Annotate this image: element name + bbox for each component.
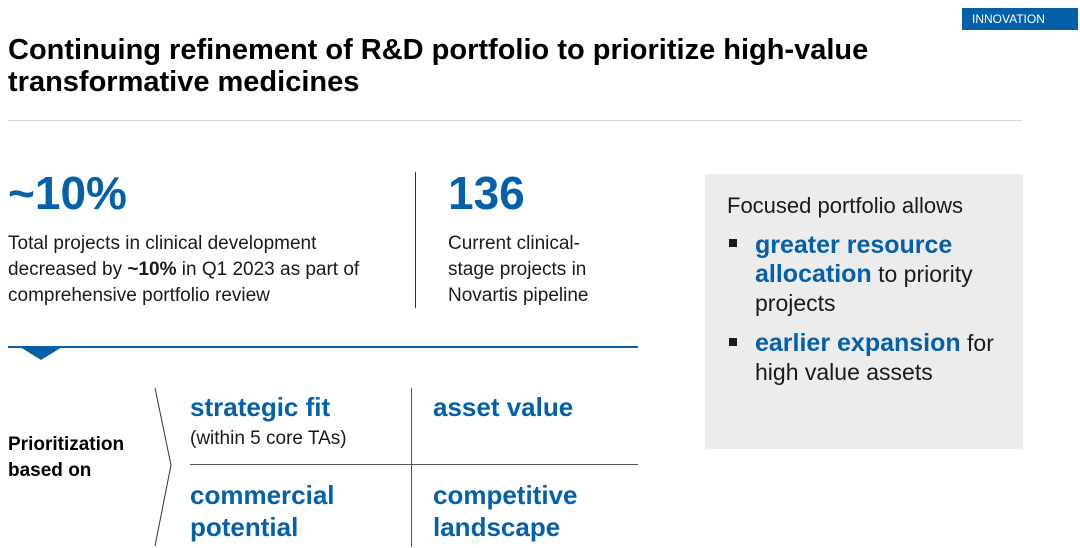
kpi-percent-value: ~10% bbox=[8, 167, 127, 219]
grid-horizontal-line bbox=[190, 464, 638, 465]
section-divider-line bbox=[8, 346, 638, 348]
section-tag: INNOVATION bbox=[962, 8, 1078, 30]
focused-portfolio-box bbox=[705, 174, 1023, 449]
kpi-projects-value: 136 bbox=[448, 167, 525, 219]
bullet-marker bbox=[727, 338, 741, 348]
criterion-asset-value: asset value bbox=[433, 392, 574, 422]
bullet-rest: for high value assets bbox=[755, 330, 994, 385]
bullet-emphasis: earlier expansion bbox=[755, 329, 961, 357]
box-heading: Focused portfolio allows bbox=[727, 193, 964, 218]
divider-pointer bbox=[20, 347, 62, 360]
kpi-projects-description: Current clinical-stage projects in Novar… bbox=[448, 233, 589, 306]
kpi-percent-desc-end: in Q1 2023 as part of comprehensive port… bbox=[8, 259, 360, 306]
bullet-earlier-expansion: earlier expansion for high value assets bbox=[755, 329, 1017, 387]
bullet-resource-allocation: greater resource allocation to priority … bbox=[755, 231, 1017, 318]
criterion-strategic-fit: strategic fit bbox=[190, 392, 331, 422]
criterion-commercial-potential: commercial potential bbox=[190, 480, 335, 542]
kpi-separator bbox=[415, 172, 416, 308]
kpi-percent-description: Total projects in clinical development d… bbox=[8, 231, 398, 309]
kpi-percent-desc-start: Total projects in clinical development d… bbox=[8, 233, 317, 280]
page-title: Continuing refinement of R&D portfolio t… bbox=[8, 34, 869, 98]
prioritization-label: Prioritization based on bbox=[8, 434, 125, 481]
criterion-strategic-fit-note: (within 5 core TAs) bbox=[190, 428, 347, 449]
bullet-emphasis: greater resource allocation bbox=[755, 231, 953, 288]
criterion-competitive-landscape: competitive landscape bbox=[433, 480, 578, 542]
grid-vertical-line bbox=[411, 388, 412, 547]
bullet-marker bbox=[727, 239, 741, 249]
kpi-percent-desc-bold: ~10% bbox=[127, 259, 177, 280]
brace-chevron bbox=[154, 387, 172, 547]
title-divider bbox=[8, 120, 1022, 121]
bullet-rest: to priority projects bbox=[755, 261, 973, 316]
